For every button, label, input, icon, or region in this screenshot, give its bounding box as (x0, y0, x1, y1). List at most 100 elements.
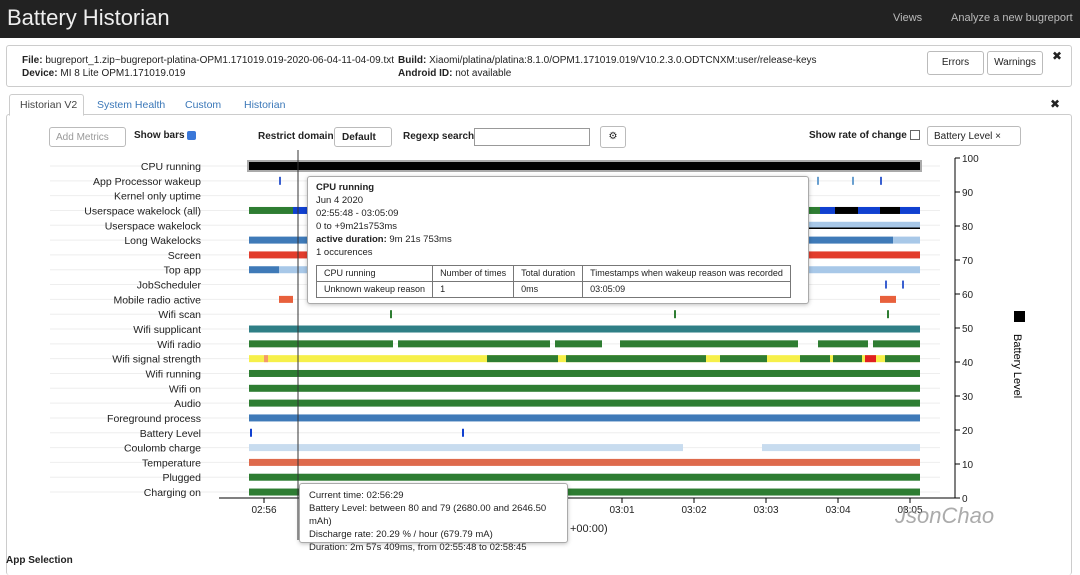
y2-axis-label: Battery Level (1011, 334, 1023, 398)
y2-tick-label: 40 (962, 358, 974, 369)
interval-bar (249, 399, 920, 407)
row-label: Long Wakelocks (124, 235, 201, 247)
tooltip-line: 02:55:48 - 03:05:09 (316, 208, 399, 219)
row-label: Wifi running (146, 368, 202, 380)
active-tab[interactable] (9, 94, 84, 116)
y2-tick-label: 90 (962, 188, 974, 199)
event-tick (887, 310, 889, 319)
legend-swatch (1014, 311, 1025, 322)
show-bars[interactable]: Show bars (134, 130, 197, 141)
interval-bar (293, 206, 307, 214)
row-label: Wifi signal strength (112, 354, 201, 366)
tooltip-title: CPU running (316, 182, 375, 193)
interval-bar (249, 369, 920, 377)
event-tick (279, 176, 281, 185)
label: File: (22, 55, 43, 66)
row-label: Battery Level (140, 428, 201, 440)
content-panel (6, 114, 1072, 575)
label: Regexp search (403, 131, 475, 142)
row-label: Wifi radio (157, 339, 201, 351)
interval-bar (720, 355, 767, 363)
metric-select[interactable]: Battery Level × (927, 126, 1021, 146)
errors-button[interactable]: Errors (927, 51, 984, 75)
td: 0ms (513, 281, 584, 298)
cpu-tooltip: CPU running Jun 4 2020 02:55:48 - 03:05:… (307, 176, 809, 304)
y2-tick-label: 10 (962, 460, 974, 471)
interval-bar (885, 355, 920, 363)
interval-bar (398, 340, 550, 348)
event-tick (880, 176, 882, 185)
x-tick-label: 02:56 (251, 505, 276, 516)
label: Show rate of change (809, 130, 907, 141)
settings-button[interactable]: ⚙ (600, 126, 626, 148)
y2-tick-label: 100 (962, 154, 979, 165)
close-icon[interactable]: ✖ (1050, 97, 1061, 111)
label: Android ID: (398, 68, 453, 79)
interval-bar (249, 473, 920, 481)
interval-bar (800, 355, 830, 363)
tooltip-line: Discharge rate: 20.29 % / hour (679.79 m… (309, 529, 493, 540)
th: Timestamps when wakeup reason was record… (582, 265, 791, 282)
row-label: App Processor wakeup (93, 176, 201, 188)
event-tick (462, 428, 464, 437)
interval-bar (249, 340, 393, 348)
td: Unknown wakeup reason (315, 281, 434, 298)
file-info: File: bugreport_1.zip~bugreport-platina-… (22, 54, 394, 80)
value: Xiaomi/platina/platina:8.1.0/OPM1.171019… (429, 55, 817, 66)
interval-bar (818, 340, 868, 348)
interval-bar (893, 236, 920, 244)
y2-tick-label: 20 (962, 426, 974, 437)
rate-toggle[interactable]: Show rate of change (809, 130, 920, 141)
row-label: Top app (164, 265, 202, 277)
watermark: JsonChao (895, 503, 995, 528)
interval-bar (858, 206, 880, 214)
row-label: Kernel only uptime (114, 191, 201, 203)
interval-bar (249, 206, 293, 214)
tab[interactable]: Historian (244, 99, 286, 111)
interval-bar (880, 295, 896, 303)
timeline: CPU running App Processor wakeup Kernel on… (50, 150, 1025, 540)
tab[interactable]: Historian V2 (20, 99, 78, 111)
tab[interactable]: Custom (185, 99, 222, 111)
interval-bar (833, 355, 862, 363)
domain-select[interactable]: Default (334, 127, 392, 147)
tooltip-line: Current time: 02:56:29 (309, 490, 404, 501)
x-tick-label: 03:03 (753, 505, 778, 516)
interval-bar (249, 488, 920, 496)
nav-link[interactable]: Analyze a new bugreport (951, 12, 1073, 24)
regexp-input[interactable] (474, 128, 590, 146)
event-tick (902, 280, 904, 289)
interval-bar (249, 458, 920, 466)
close-icon[interactable]: ✖ (1052, 49, 1063, 63)
tooltip-line: 1 occurences (316, 247, 373, 258)
interval-bar (249, 266, 279, 274)
y2-tick-label: 0 (962, 494, 968, 505)
nav-link[interactable]: Views (893, 12, 923, 24)
reason-table: CPU running Number of times Total duration… (315, 265, 791, 298)
app-title: Battery Historian (7, 5, 170, 30)
th: Number of times (432, 265, 515, 282)
row-label: Wifi supplicant (133, 324, 201, 336)
row-label: Audio (174, 398, 201, 410)
interval-bar (264, 355, 268, 363)
label: Build: (398, 55, 427, 66)
value: not available (455, 68, 512, 79)
interval-bar (835, 206, 858, 214)
warnings-button[interactable]: Warnings (987, 51, 1043, 75)
x-tick-label: 03:05 (897, 505, 922, 516)
interval-bar (487, 355, 558, 363)
interval-bar (900, 206, 920, 214)
tab[interactable]: System Health (97, 99, 166, 111)
y2-tick-label: 80 (962, 222, 974, 233)
tooltip-line: Battery Level: between 80 and 79 (2680.0… (309, 503, 547, 527)
interval-bar (620, 340, 798, 348)
event-tick (852, 176, 854, 185)
add-metrics[interactable]: Add Metrics (49, 127, 126, 147)
row-label: Wifi on (169, 383, 201, 395)
event-tick (674, 310, 676, 319)
y2-tick-label: 50 (962, 324, 974, 335)
info-panel (6, 45, 1072, 87)
th: Total duration (513, 265, 584, 282)
x-tick-label: 03:04 (825, 505, 850, 516)
